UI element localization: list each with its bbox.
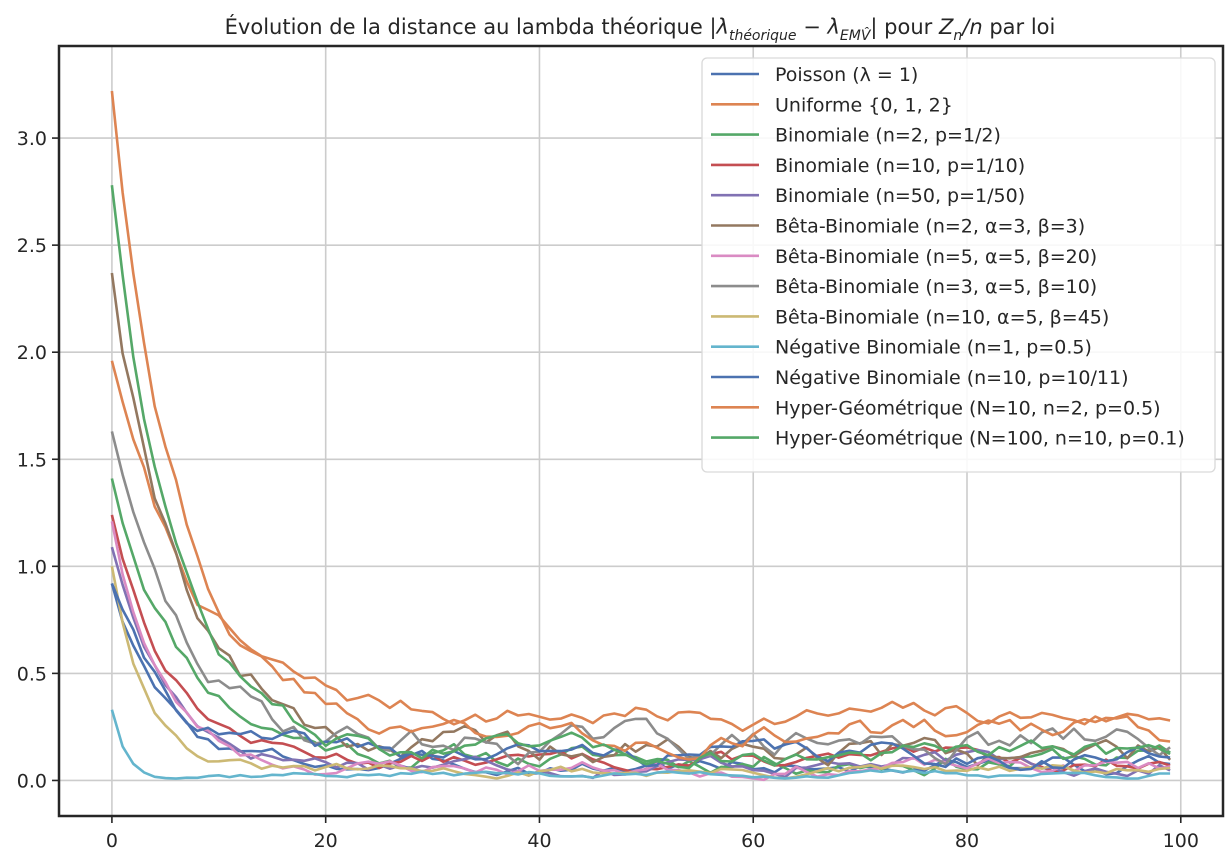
- y-tick-label: 3.0: [17, 128, 47, 150]
- y-tick-label: 1.0: [17, 556, 47, 578]
- series-line: [110, 360, 1171, 733]
- y-tick-label: 1.5: [17, 449, 47, 471]
- y-tick-label: 0.5: [17, 663, 47, 685]
- series-line: [110, 272, 1172, 767]
- legend-entry: Bêta-Binomiale (n=10, α=5, β=45): [775, 306, 1109, 328]
- legend-entry: Uniforme {0, 1, 2}: [775, 94, 953, 116]
- legend: Poisson (λ = 1) Uniforme {0, 1, 2} Binomia…: [701, 57, 1216, 473]
- legend-box: [701, 57, 1216, 473]
- x-tick-label: 40: [527, 830, 551, 852]
- chart-title: Évolution de la distance au lambda théor…: [225, 14, 1056, 44]
- x-tick-label: 20: [314, 830, 338, 852]
- plot-area: [110, 90, 1172, 782]
- x-tick-label: 100: [1163, 830, 1199, 852]
- x-tick-label: 80: [955, 830, 979, 852]
- legend-entry: Binomiale (n=2, p=1/2): [775, 125, 1001, 147]
- legend-entry: Binomiale (n=50, p=1/50): [775, 185, 1025, 207]
- legend-entry: Hyper-Géométrique (N=10, n=2, p=0.5): [775, 397, 1161, 419]
- legend-entry: Négative Binomiale (n=10, p=10/11): [775, 367, 1129, 389]
- legend-entry: Hyper-Géométrique (N=100, n=10, p=0.1): [775, 428, 1185, 450]
- y-tick-label: 0.0: [17, 770, 47, 792]
- legend-entry: Négative Binomiale (n=1, p=0.5): [775, 337, 1092, 359]
- legend-entry: Poisson (λ = 1): [775, 64, 918, 86]
- ticks: 0 20 40 60 80 100 0.0 0.5 1.0 1.5 2.0 2.5 3.0: [17, 128, 1199, 852]
- series-line: [110, 185, 1171, 770]
- x-tick-label: 60: [741, 830, 765, 852]
- series-line: [110, 90, 1171, 761]
- legend-entry: Binomiale (n=10, p=1/10): [775, 155, 1025, 177]
- y-tick-label: 2.5: [17, 235, 47, 257]
- series-line: [110, 431, 1171, 766]
- series-line: [110, 478, 1171, 777]
- legend-entry: Bêta-Binomiale (n=3, α=5, β=10): [775, 276, 1097, 298]
- y-tick-label: 2.0: [17, 342, 47, 364]
- x-tick-label: 0: [106, 830, 118, 852]
- series-line: [110, 709, 1171, 780]
- legend-entry: Bêta-Binomiale (n=5, α=5, β=20): [775, 246, 1097, 268]
- axes-frame: [57, 44, 1225, 818]
- legend-entry: Bêta-Binomiale (n=2, α=3, β=3): [775, 216, 1085, 238]
